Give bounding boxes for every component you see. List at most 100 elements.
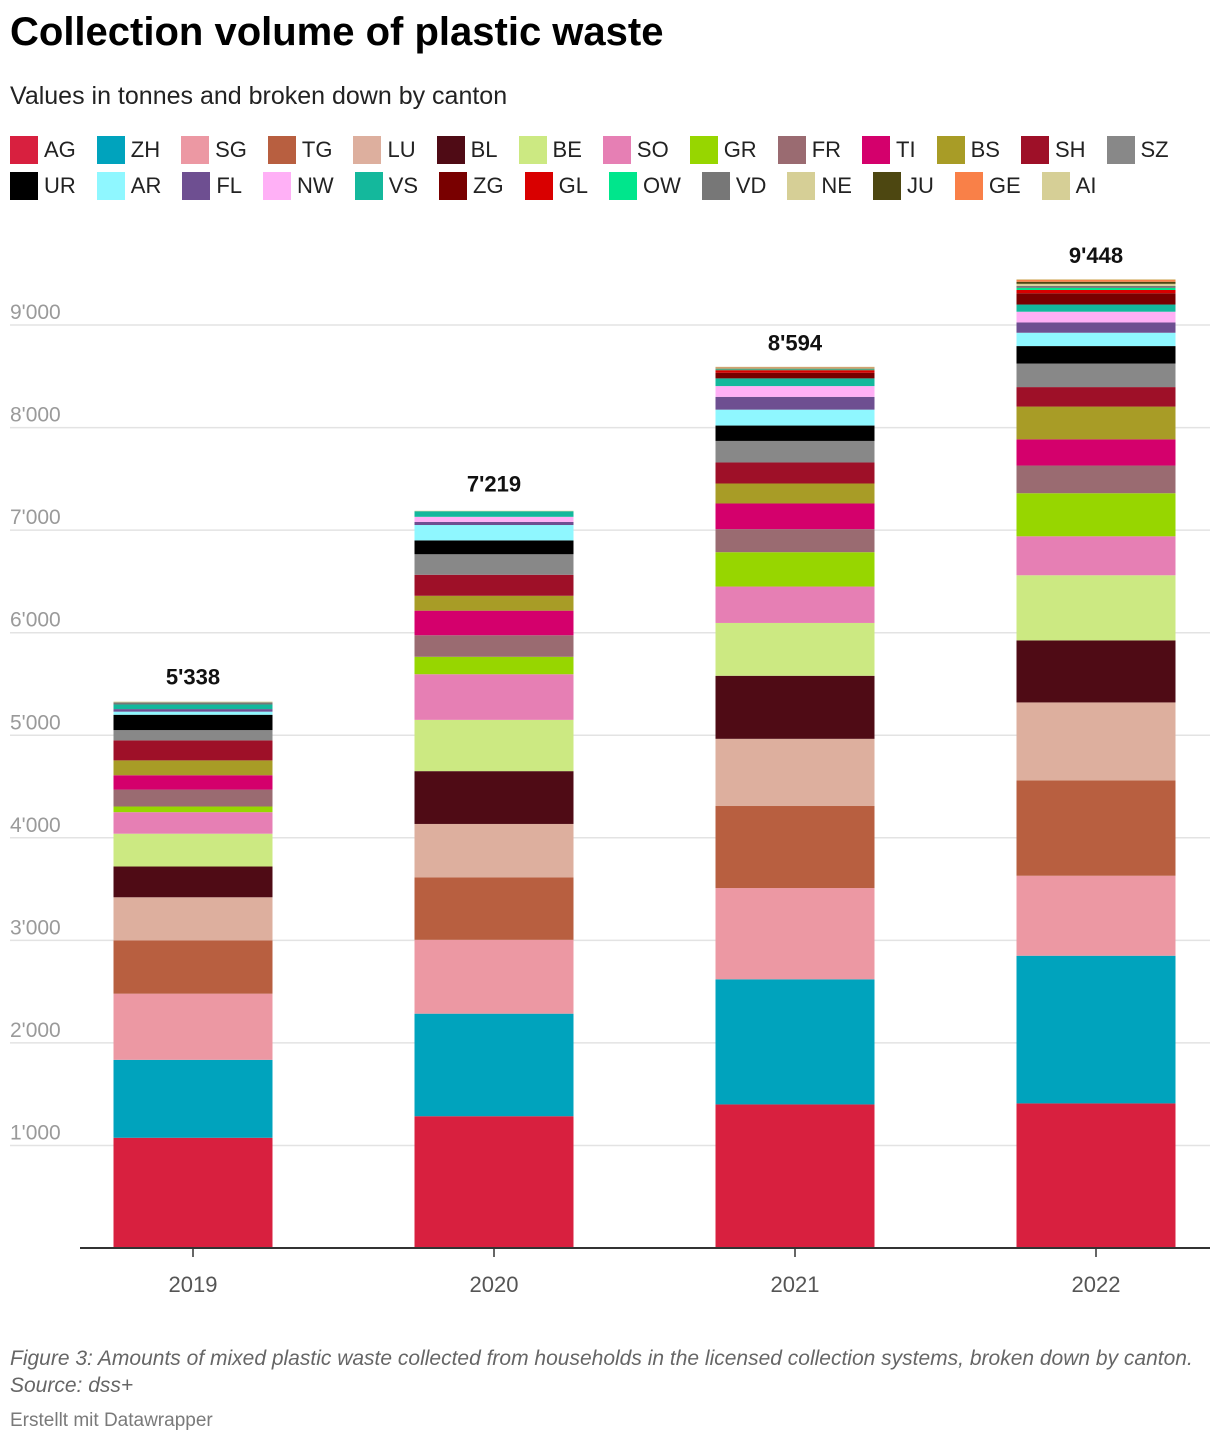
- legend-item-zh: ZH: [96, 136, 161, 164]
- legend-label: VS: [388, 173, 419, 198]
- bar-segment-ti-2022: [1016, 439, 1176, 466]
- bar-segment-vd-2019: [113, 702, 273, 705]
- total-label-2021: 8'594: [768, 331, 823, 356]
- legend-swatch: [701, 172, 730, 200]
- legend-label: ZH: [130, 137, 161, 162]
- bar-segment-ar-2020: [414, 525, 574, 541]
- legend-item-vs: VS: [354, 172, 419, 200]
- bar-segment-be-2020: [414, 719, 574, 772]
- stacked-bar-chart: 1'000 2'000 3'000 4'000 5'000 6'000 7'000 8'000…: [10, 243, 1210, 1297]
- legend-item-sh: SH: [1020, 136, 1086, 164]
- bar-segment-so-2019: [113, 812, 273, 834]
- bar-segment-tg-2022: [1016, 780, 1176, 876]
- bar-segment-sz-2022: [1016, 363, 1176, 388]
- bar-segment-sz-2020: [414, 554, 574, 575]
- bar-segment-zh-2022: [1016, 955, 1176, 1104]
- bar-segment-be-2021: [715, 622, 875, 676]
- legend-item-gr: GR: [689, 136, 757, 164]
- x-tick-label-2019: 2019: [169, 1272, 218, 1297]
- bar-segment-ti-2020: [414, 610, 574, 636]
- chart-title: Collection volume of plastic waste: [10, 10, 664, 54]
- legend-swatch: [1041, 172, 1070, 200]
- bar-segment-ur-2022: [1016, 346, 1176, 364]
- bar-segment-bs-2020: [414, 595, 574, 611]
- y-tick-label: 7'000: [10, 506, 61, 529]
- bar-segment-fr-2022: [1016, 465, 1176, 494]
- legend-swatch: [608, 172, 637, 200]
- bar-segment-ti-2021: [715, 503, 875, 530]
- credit-line[interactable]: Erstellt mit Datawrapper: [10, 1410, 213, 1431]
- bar-segment-bl-2021: [715, 675, 875, 739]
- legend-label: GL: [558, 173, 588, 198]
- bar-segment-ge-2022: [1016, 279, 1176, 282]
- legend-swatch: [96, 136, 125, 164]
- legend-swatch: [689, 136, 718, 164]
- legend-item-ag: AG: [10, 136, 76, 164]
- bar-segment-so-2020: [414, 674, 574, 720]
- bar-segment-ai-2020: [414, 510, 574, 512]
- legend-label: VD: [735, 173, 767, 198]
- legend: AG ZH SG TG LU BL BE SO GR FR TI BS SH SZ UR AR FL NW VS ZG…: [10, 136, 1210, 200]
- legend-label: FR: [811, 137, 842, 162]
- figure-caption: Figure 3: Amounts of mixed plastic waste…: [10, 1347, 1193, 1397]
- legend-item-ow: OW: [608, 172, 681, 200]
- bar-segment-tg-2019: [113, 940, 273, 994]
- legend-swatch: [436, 136, 465, 164]
- legend-label: SO: [636, 137, 669, 162]
- legend-swatch: [439, 172, 468, 200]
- x-tick-label-2021: 2021: [771, 1272, 820, 1297]
- legend-label: SZ: [1140, 137, 1169, 162]
- bar-segment-ag-2021: [715, 1104, 875, 1248]
- total-label-2020: 7'219: [467, 472, 521, 497]
- legend-item-nw: NW: [263, 172, 334, 200]
- legend-swatch: [10, 136, 38, 164]
- bar-segment-tg-2021: [715, 806, 875, 889]
- legend-swatch: [10, 172, 38, 200]
- bar-segment-gr-2021: [715, 552, 875, 587]
- bar-segment-zh-2020: [414, 1013, 574, 1117]
- legend-item-lu: LU: [353, 136, 416, 164]
- legend-item-sz: SZ: [1106, 136, 1169, 164]
- legend-item-gl: GL: [524, 172, 588, 200]
- legend-swatch: [872, 172, 901, 200]
- y-tick-label: 9'000: [10, 301, 61, 324]
- total-label-2019: 5'338: [166, 665, 220, 690]
- y-tick-label: 1'000: [10, 1121, 61, 1144]
- bar-segment-bs-2019: [113, 760, 273, 776]
- legend-item-ti: TI: [862, 136, 916, 164]
- legend-item-ur: UR: [10, 172, 76, 200]
- legend-item-sg: SG: [181, 136, 247, 164]
- bar-segment-sh-2022: [1016, 387, 1176, 407]
- x-tick-label-2020: 2020: [470, 1272, 519, 1297]
- bar-segment-fl-2020: [414, 521, 574, 526]
- bar-segment-sg-2020: [414, 939, 574, 1014]
- bar-segment-so-2022: [1016, 536, 1176, 576]
- bar-segment-vs-2020: [414, 511, 574, 517]
- legend-swatch: [353, 136, 382, 164]
- y-tick-label: 5'000: [10, 711, 61, 734]
- legend-swatch: [787, 172, 816, 200]
- bar-segment-ne-2021: [715, 368, 875, 369]
- legend-item-zg: ZG: [439, 172, 504, 200]
- legend-label: JU: [906, 173, 934, 198]
- legend-swatch: [602, 136, 631, 164]
- legend-label: LU: [387, 137, 416, 162]
- legend-label: BE: [552, 137, 582, 162]
- bar-segment-zg-2021: [715, 372, 875, 379]
- y-tick-label: 2'000: [10, 1019, 61, 1042]
- legend-item-tg: TG: [267, 136, 332, 164]
- bar-segment-sz-2021: [715, 440, 875, 463]
- bar-segment-sz-2019: [113, 730, 273, 741]
- bar-segment-sg-2021: [715, 888, 875, 980]
- legend-swatch: [777, 136, 806, 164]
- bar-segment-gr-2019: [113, 806, 273, 813]
- legend-item-fr: FR: [777, 136, 842, 164]
- legend-swatch: [936, 136, 965, 164]
- bar-segment-zh-2019: [113, 1059, 273, 1138]
- x-tick-label-2022: 2022: [1072, 1272, 1121, 1297]
- legend-label: AG: [44, 137, 76, 162]
- bar-segment-fr-2020: [414, 635, 574, 657]
- legend-label: BL: [470, 137, 498, 162]
- legend-item-so: SO: [602, 136, 669, 164]
- legend-item-ar: AR: [96, 172, 161, 200]
